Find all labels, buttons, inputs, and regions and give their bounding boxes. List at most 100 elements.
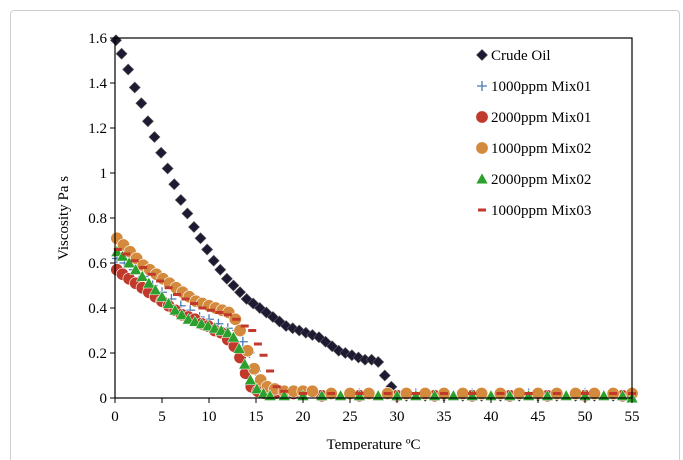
y-tick-label: 1.4 [88,76,107,92]
data-point [139,266,148,269]
data-point [135,97,148,110]
data-point [259,353,268,357]
legend-marker [478,208,486,212]
legend-marker [475,172,489,185]
data-point [181,297,190,301]
data-point [181,312,195,325]
data-point [496,392,505,395]
data-point [110,34,122,47]
legend-label: 2000ppm Mix01 [491,110,591,126]
data-point [221,326,235,338]
y-axis-label: Viscosity Pa s [56,176,72,260]
y-tick-label: 1.6 [88,31,107,47]
data-point [248,329,257,332]
y-tick-label: 0.4 [88,301,107,317]
chart-svg: 0 0.2 0.4 0.6 0.8 1 1.2 1.4 1.6 0 5 10 15 20 25 30 35 40… [56,31,640,450]
data-point [206,308,215,312]
data-point [552,392,561,395]
legend-item: 2000ppm Mix02 [475,172,591,188]
y-tick-label: 1.2 [88,121,107,137]
data-point [266,369,275,373]
data-point [201,319,215,332]
data-point [122,256,136,269]
x-tick-label: 35 [437,409,452,425]
data-point [141,115,154,128]
data-point [195,317,208,329]
data-point [128,81,141,94]
data-point [220,272,233,285]
legend: Crude Oil 1000ppm Mix01 2000ppm Mix01 1000p… [475,48,591,219]
data-point [173,293,182,296]
data-point [189,302,198,305]
data-point [201,243,214,256]
data-point [305,384,319,398]
data-point [188,314,202,327]
data-point [411,392,420,395]
x-tick-label: 50 [578,409,593,425]
series-5 [113,248,636,395]
x-tick-label: 0 [111,409,119,425]
data-marks [110,34,639,404]
data-point [164,286,173,290]
legend-label: 1000ppm Mix02 [491,141,591,157]
y-tick-label: 1 [100,166,108,182]
x-tick-label: 30 [390,409,405,425]
legend-item: 1000ppm Mix02 [475,141,591,157]
data-point [175,308,189,320]
data-point [581,392,589,395]
data-point [148,283,162,296]
legend-item: 1000ppm Mix03 [478,203,591,219]
series-4 [110,245,639,404]
data-point [122,252,131,256]
legend-item: Crude Oil [476,48,551,64]
legend-marker [475,141,489,155]
data-point [147,272,156,276]
data-point [238,357,252,370]
data-point [524,392,533,395]
data-point [227,330,240,343]
legend-item: 1000ppm Mix01 [477,79,591,95]
data-point [174,194,187,206]
data-point [130,259,139,263]
data-point [115,47,128,60]
data-point [232,341,246,354]
x-tick-label: 20 [296,409,311,425]
x-tick-label: 15 [249,409,264,425]
x-tick-label: 25 [343,409,358,425]
legend-marker [477,81,487,91]
legend-item: 2000ppm Mix01 [475,110,591,126]
data-point [372,356,385,368]
data-point [142,276,156,289]
y-axis-ticks: 0 0.2 0.4 0.6 0.8 1 1.2 1.4 1.6 [88,31,115,407]
data-point [113,248,122,251]
data-point [250,382,264,395]
data-point [168,178,181,191]
series-2 [110,263,630,403]
data-point [355,392,364,395]
chart-frame [10,10,680,460]
data-point [378,369,391,382]
x-axis-label: Temperature ºC [327,437,421,450]
data-point [181,207,194,220]
data-point [162,296,176,309]
data-point [227,279,240,292]
legend-label: 1000ppm Mix01 [491,79,591,95]
x-tick-label: 5 [158,409,166,425]
legend-label: 2000ppm Mix02 [491,172,591,188]
data-point [188,221,200,233]
data-point [253,342,262,346]
data-point [129,263,143,275]
legend-marker [476,49,488,61]
data-point [116,249,129,262]
data-point [299,392,307,395]
data-point [122,63,135,76]
data-point [214,263,227,276]
data-point [215,311,224,314]
data-point [327,392,336,395]
data-point [155,290,169,302]
data-point [232,317,241,321]
data-point [609,392,618,395]
data-point [156,279,165,283]
y-tick-label: 0.8 [88,211,107,227]
data-point [214,323,228,336]
